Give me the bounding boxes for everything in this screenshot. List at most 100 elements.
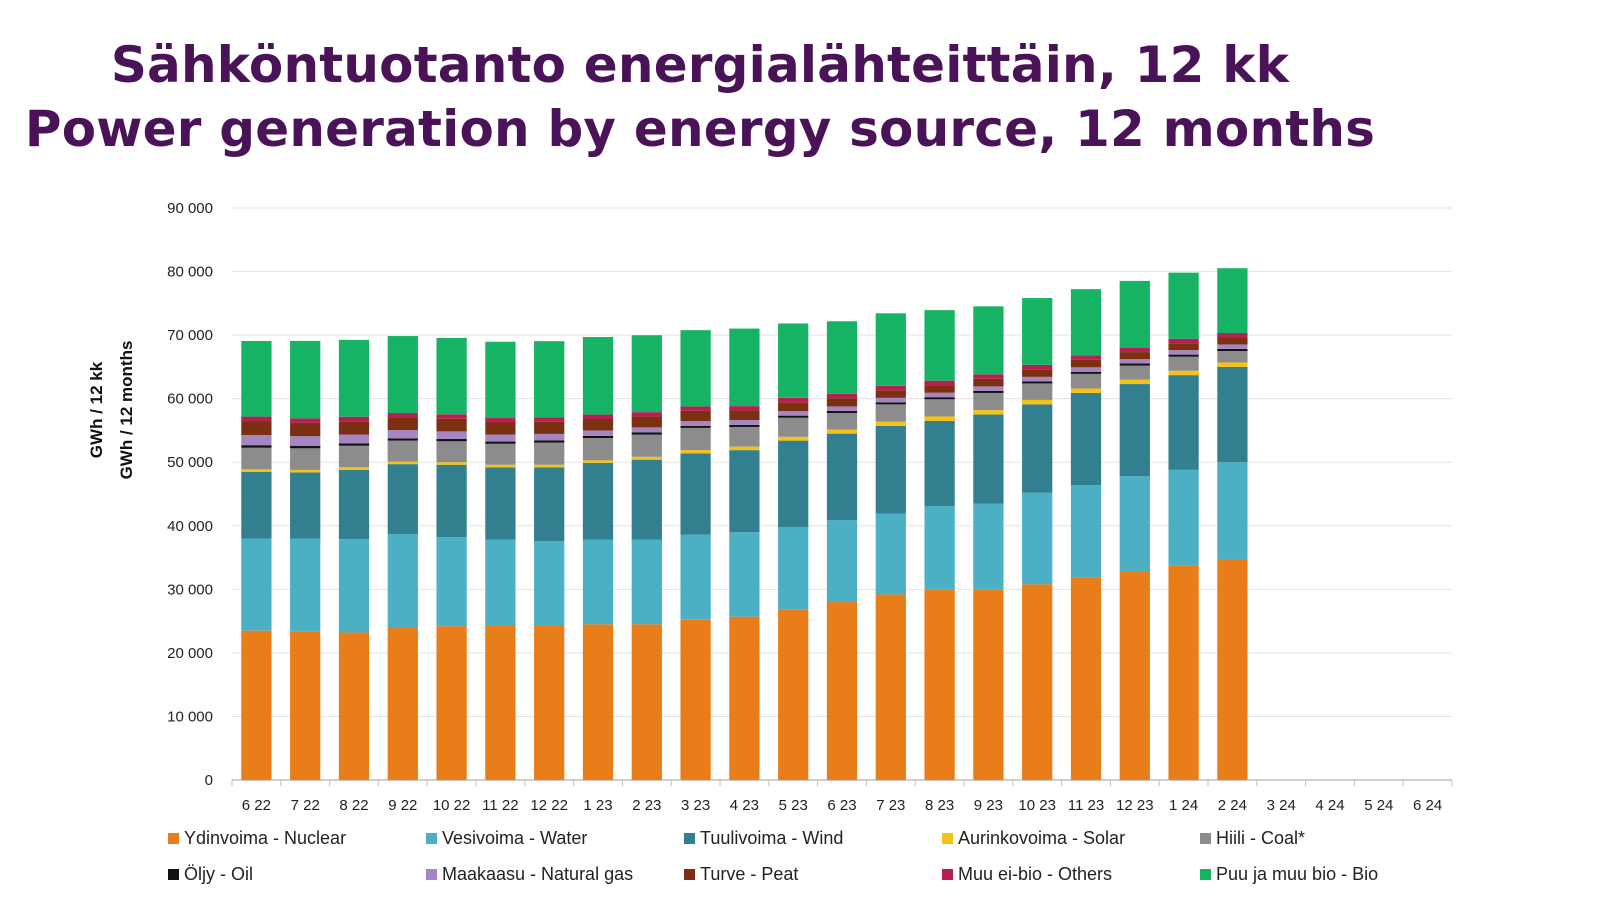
bar-segment (1217, 559, 1248, 780)
bar-segment (241, 340, 272, 417)
bar-segment (387, 412, 418, 418)
legend-swatch (1200, 833, 1211, 844)
bar-segment (778, 609, 809, 780)
legend-swatch (1200, 869, 1211, 880)
bar-segment (973, 306, 1004, 375)
bar-segment (241, 538, 272, 631)
bar-segment (534, 625, 565, 780)
bar-segment (338, 434, 370, 444)
y-tick-label: 60 000 (167, 391, 213, 408)
x-tick-labels: 6 22 7 22 8 22 9 22 10 22 11 22 12 22 1 23 2 23 3… (242, 797, 1442, 814)
bar-segment (631, 434, 662, 457)
bar-segment (1022, 381, 1053, 384)
legend-label: Öljy - Oil (184, 864, 253, 884)
bar-segment (387, 430, 418, 439)
bar-segment (680, 534, 711, 620)
bar-segment (1022, 584, 1053, 780)
bar-segment (1119, 384, 1150, 477)
bar-segment (973, 390, 1004, 393)
bar-segment (338, 339, 370, 417)
bar-segment (582, 438, 614, 461)
bar-segment (485, 441, 516, 444)
bar-segment (729, 406, 760, 411)
y-tick-label: 70 000 (167, 327, 213, 344)
bar-segment (631, 416, 662, 428)
bar-segment (826, 398, 858, 407)
x-tick-label: 2 24 (1218, 797, 1247, 814)
y-tick-label: 80 000 (167, 264, 213, 281)
x-tick-label: 8 22 (339, 797, 368, 814)
bar-segment (778, 411, 809, 416)
legend-swatch (684, 869, 695, 880)
bar-segment (534, 467, 565, 542)
bar-segment (924, 399, 955, 417)
stacked-bars (241, 268, 1248, 780)
legend-item: Tuulivoima - Wind (684, 828, 942, 849)
bar-segment (729, 426, 760, 447)
bar-segment (826, 429, 858, 434)
bar-segment (290, 448, 321, 470)
bar-segment (1119, 476, 1150, 572)
x-tick-label: 2 23 (632, 797, 661, 814)
legend-swatch (942, 869, 953, 880)
bar-segment (631, 459, 662, 540)
legend-swatch (168, 869, 179, 880)
bar-segment (338, 632, 370, 780)
bar-segment (875, 425, 906, 514)
bar-segment (387, 464, 418, 535)
bar-segment (924, 385, 955, 393)
y-axis-title-finnish: GWh / 12 kk (87, 361, 106, 458)
bar-segment (534, 464, 565, 468)
bar-segment (485, 539, 516, 626)
bar-segment (729, 616, 760, 780)
bar-segment (582, 337, 614, 415)
bar-segment (485, 625, 516, 780)
bar-segment (826, 393, 858, 399)
x-tick-label: 5 23 (779, 797, 808, 814)
bar-segment (1217, 348, 1248, 351)
bar-segment (778, 415, 809, 418)
bar-segment (924, 589, 955, 780)
bar-segment (1070, 485, 1102, 578)
bar-segment (924, 392, 955, 398)
bar-segment (631, 539, 662, 625)
bar-segment (680, 410, 711, 422)
bar-segment (582, 430, 614, 436)
legend-swatch (168, 833, 179, 844)
x-tick-label: 11 23 (1068, 797, 1104, 814)
x-tick-label: 4 23 (730, 797, 759, 814)
bar-segment (436, 441, 467, 463)
bar-segment (875, 313, 906, 386)
bar-segment (631, 427, 662, 433)
bar-segment (729, 446, 760, 451)
x-tick-label: 10 23 (1018, 797, 1056, 814)
bar-segment (729, 410, 760, 421)
bar-segment (1022, 364, 1053, 370)
bar-segment (534, 440, 565, 443)
bar-segment (778, 436, 809, 441)
bar-segment (1168, 338, 1199, 344)
bar-segment (778, 397, 809, 403)
bar-segment (241, 416, 272, 422)
bar-segment (875, 390, 906, 398)
bar-segment (973, 374, 1004, 379)
bar-segment (387, 627, 418, 780)
bar-segment (436, 414, 467, 419)
y-tick-labels: 0 10 000 20 000 30 000 40 000 50 000 60 000 70 … (167, 200, 213, 789)
bar-segment (875, 513, 906, 595)
bar-segment (1217, 366, 1248, 463)
x-tick-label: 10 22 (433, 797, 471, 814)
bar-segment (387, 417, 418, 431)
legend-item: Aurinkovoima - Solar (942, 828, 1200, 849)
x-tick-label: 6 24 (1413, 797, 1442, 814)
x-tick-label: 5 24 (1364, 797, 1393, 814)
bar-segment (729, 424, 760, 427)
legend-label: Ydinvoima - Nuclear (184, 828, 347, 848)
bar-segment (387, 336, 418, 413)
bar-segment (290, 445, 321, 449)
x-tick-label: 1 23 (583, 797, 612, 814)
bar-segment (582, 624, 614, 780)
bar-segment (582, 539, 614, 625)
bar-segment (973, 392, 1004, 411)
legend-label: Aurinkovoima - Solar (958, 828, 1126, 848)
